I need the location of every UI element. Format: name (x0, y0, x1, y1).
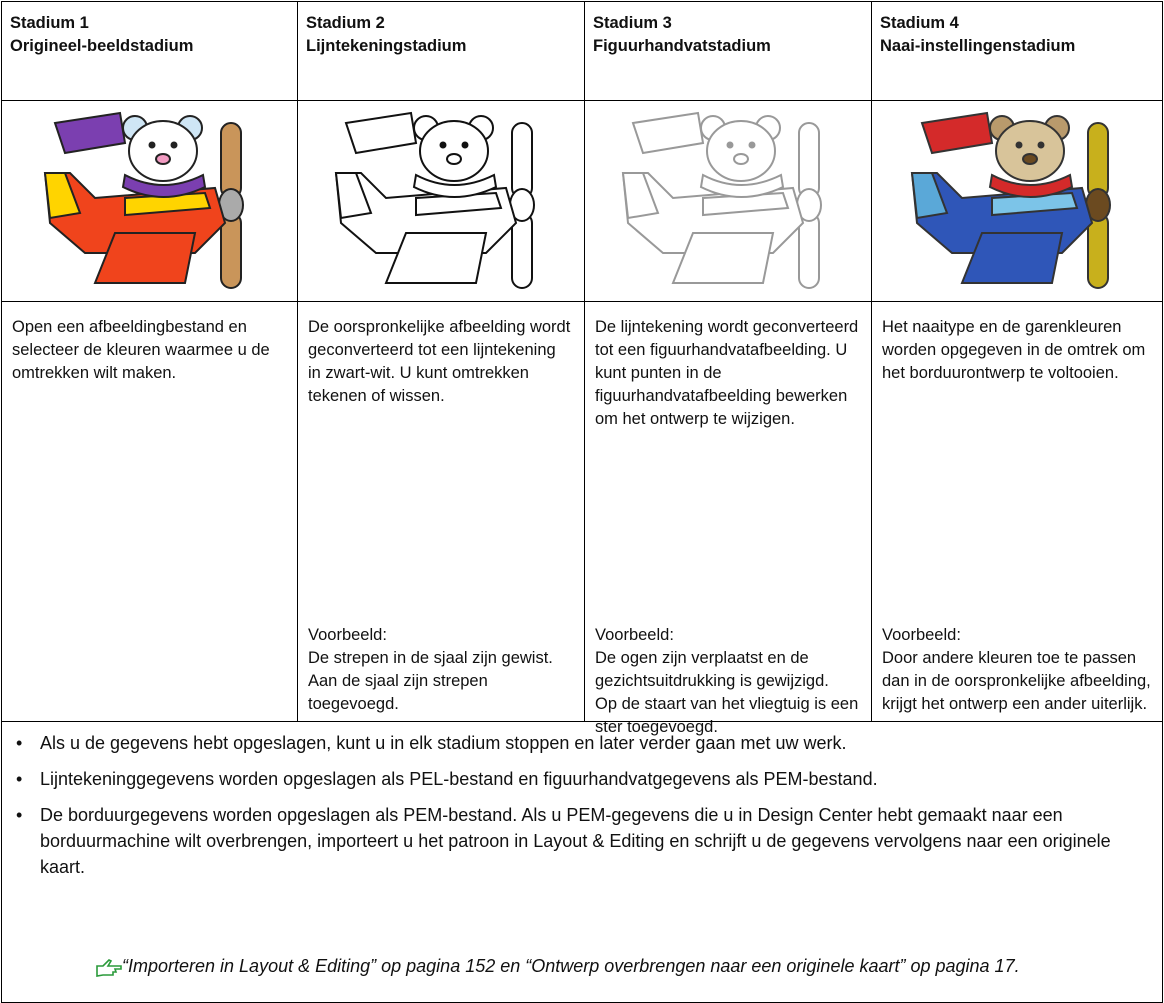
example-line: Aan de sjaal zijn strepen toegevoegd. (308, 672, 488, 713)
example: Voorbeeld: De ogen zijn verplaatst en de … (595, 624, 863, 739)
example-line: De strepen in de sjaal zijn gewist. (308, 649, 553, 667)
stage-text: Het naaitype en de garenkleuren worden o… (872, 302, 1162, 721)
stage-header: Stadium 1 Origineel-beeldstadium (2, 2, 297, 101)
stage-name: Naai-instellingenstadium (880, 37, 1076, 55)
stage-number: Stadium 2 (306, 14, 385, 32)
stage-illustration (43, 111, 244, 289)
description: Het naaitype en de garenkleuren worden o… (882, 318, 1146, 382)
reference-text: “Importeren in Layout & Editing” op pagi… (122, 956, 1020, 976)
description: De lijntekening wordt geconverteerd tot … (595, 318, 859, 428)
example: Voorbeeld: De strepen in de sjaal zijn ge… (308, 624, 576, 716)
example-label: Voorbeeld: (882, 626, 961, 644)
stage-column: Stadium 1 Origineel-beeldstadium Open een… (2, 2, 298, 721)
stage-header: Stadium 3 Figuurhandvatstadium (585, 2, 871, 101)
stage-image (872, 91, 1162, 302)
example-label: Voorbeeld: (308, 626, 387, 644)
stage-text: De oorspronkelijke afbeelding wordt geco… (298, 302, 584, 721)
description: De oorspronkelijke afbeelding wordt geco… (308, 318, 571, 405)
stage-illustration (910, 111, 1111, 289)
bullet-item: De borduurgegevens worden opgeslagen als… (16, 802, 1152, 880)
stage-text: De lijntekening wordt geconverteerd tot … (585, 302, 871, 736)
example-line: De ogen zijn verplaatst en de gezichtsui… (595, 649, 829, 690)
stage-number: Stadium 4 (880, 14, 959, 32)
bullet-list: Als u de gegevens hebt opgeslagen, kunt … (2, 722, 1162, 880)
stage-column: Stadium 3 Figuurhandvatstadium De lijntek… (585, 2, 872, 736)
example: Voorbeeld: Door andere kleuren toe te pas… (882, 624, 1154, 716)
stage-header: Stadium 4 Naai-instellingenstadium (872, 2, 1162, 101)
stage-image (2, 91, 297, 302)
bullet-item: Lijntekeninggegevens worden opgeslagen a… (16, 766, 1152, 792)
example-line: Door andere kleuren toe te passen dan in… (882, 649, 1151, 713)
stage-image (298, 91, 584, 302)
stage-name: Figuurhandvatstadium (593, 37, 771, 55)
stage-header: Stadium 2 Lijntekeningstadium (298, 2, 584, 101)
stage-number: Stadium 3 (593, 14, 672, 32)
stage-column: Stadium 2 Lijntekeningstadium De oorspron… (298, 2, 585, 721)
stage-illustration (334, 111, 535, 289)
stage-illustration (621, 111, 822, 289)
example-label: Voorbeeld: (595, 626, 674, 644)
stage-name: Lijntekeningstadium (306, 37, 467, 55)
stage-image (585, 91, 871, 302)
stage-number: Stadium 1 (10, 14, 89, 32)
notes: Als u de gegevens hebt opgeslagen, kunt … (2, 721, 1162, 1002)
stage-name: Origineel-beeldstadium (10, 37, 194, 55)
bullet-item: Als u de gegevens hebt opgeslagen, kunt … (16, 730, 1152, 756)
reference-icon (96, 959, 122, 977)
stage-column: Stadium 4 Naai-instellingenstadium Het na… (872, 2, 1162, 721)
stage-text: Open een afbeeldingbestand en selecteer … (2, 302, 297, 721)
description: Open een afbeeldingbestand en selecteer … (12, 318, 270, 382)
